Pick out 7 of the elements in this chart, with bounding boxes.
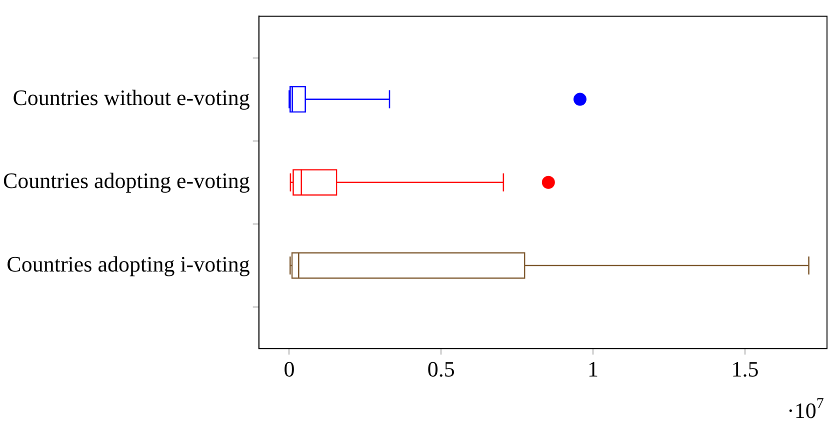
y-tick-label: Countries without e-voting [12, 85, 250, 110]
x-tick-label: 1.5 [731, 356, 759, 382]
x-tick-label: 0.5 [427, 356, 455, 382]
x-tick-label: 0 [284, 356, 295, 382]
y-tick-label: Countries adopting i-voting [6, 251, 250, 276]
y-tick-label: Countries adopting e-voting [2, 168, 250, 194]
x-tick-label: 1 [588, 356, 599, 382]
